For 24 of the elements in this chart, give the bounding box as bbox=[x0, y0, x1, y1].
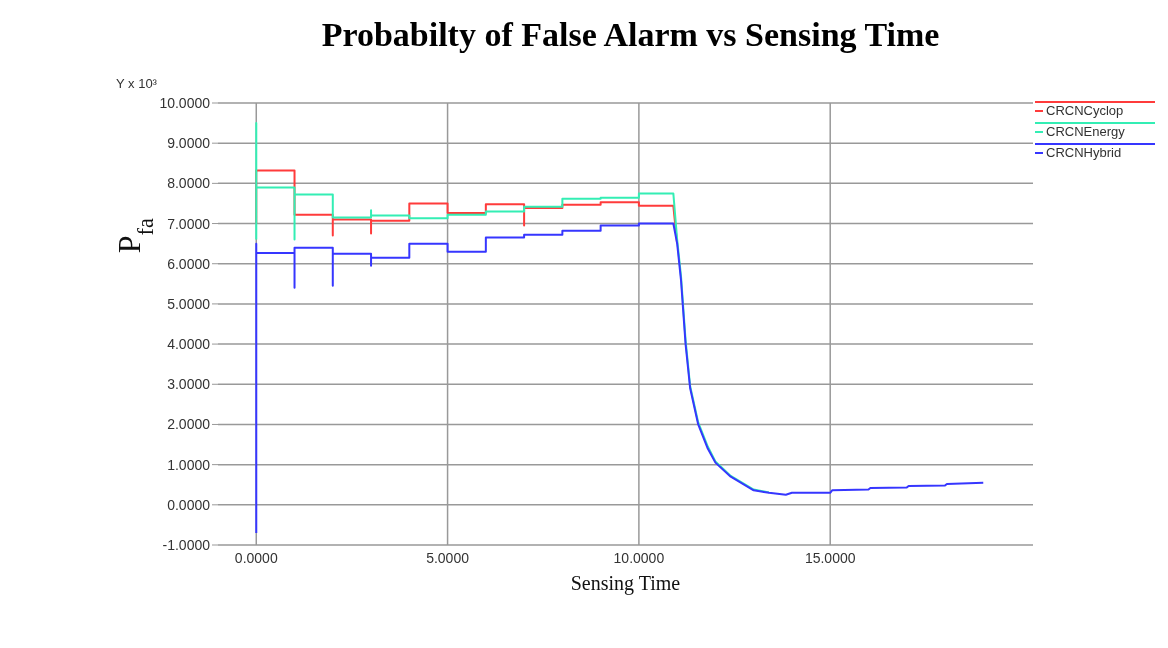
y-tick-label: 0.0000 bbox=[167, 496, 211, 513]
y-tick-label: 1.0000 bbox=[167, 456, 211, 473]
y-tick-label: 9.0000 bbox=[167, 135, 211, 152]
line-series bbox=[255, 122, 770, 494]
line-series bbox=[255, 222, 985, 534]
y-tick-label: 2.0000 bbox=[167, 416, 211, 433]
legend-label: CRCNEnergy bbox=[1046, 124, 1125, 139]
x-axis-title: Sensing Time bbox=[570, 572, 681, 595]
x-tick-label: 5.0000 bbox=[426, 549, 470, 566]
x-tick-label: 0.0000 bbox=[234, 549, 278, 566]
legend-label: CRCNCyclop bbox=[1046, 103, 1124, 118]
y-tick-label: 5.0000 bbox=[167, 295, 211, 312]
chart-title: Probabilty of False Alarm vs Sensing Time bbox=[320, 16, 941, 54]
y-tick-label: -1.0000 bbox=[162, 536, 211, 553]
y-tick-label: 6.0000 bbox=[167, 255, 211, 272]
legend-label: CRCNHybrid bbox=[1046, 145, 1122, 160]
y-tick-label: 4.0000 bbox=[167, 336, 211, 353]
y-tick-label: 7.0000 bbox=[167, 215, 211, 232]
x-tick-label: 10.0000 bbox=[613, 549, 665, 566]
y-tick-label: 8.0000 bbox=[167, 175, 211, 192]
text: Y x 10³ bbox=[116, 76, 157, 91]
y-tick-label: 3.0000 bbox=[167, 376, 211, 393]
y-tick-label: 10.0000 bbox=[159, 94, 211, 111]
x-tick-label: 15.0000 bbox=[804, 549, 856, 566]
